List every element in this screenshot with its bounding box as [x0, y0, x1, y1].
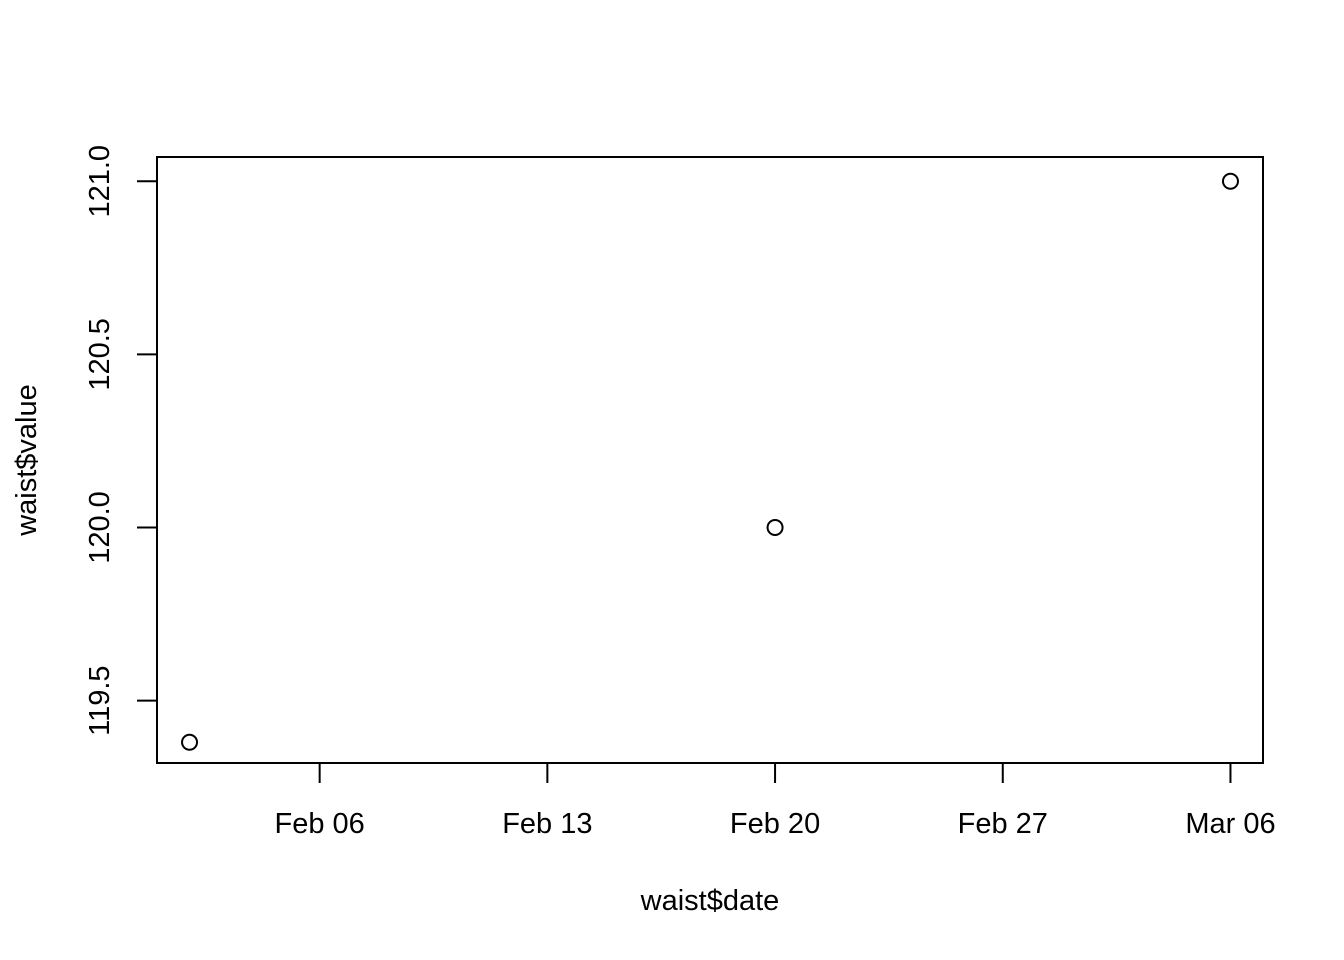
data-points — [181, 172, 1239, 751]
x-axis-label: waist$date — [640, 885, 780, 917]
y-tick-label: 120.0 — [84, 491, 116, 564]
x-tick-label: Feb 13 — [502, 808, 592, 840]
y-axis-label: waist$value — [11, 384, 43, 537]
y-tick-label: 121.0 — [84, 145, 116, 218]
y-tick-label: 119.5 — [84, 665, 116, 735]
y-axis: 119.5 120.0 120.5 121.0 — [84, 145, 157, 736]
data-point — [766, 519, 784, 537]
data-point — [1221, 172, 1239, 190]
x-tick-label: Feb 06 — [274, 808, 364, 840]
y-tick-label: 120.5 — [84, 318, 116, 391]
plot-frame — [156, 156, 1264, 764]
x-tick-label: Feb 20 — [730, 808, 820, 840]
x-tick-label: Feb 27 — [958, 808, 1048, 840]
x-tick-label: Mar 06 — [1185, 808, 1275, 840]
data-point — [181, 733, 199, 751]
x-axis: Feb 06 Feb 13 Feb 20 Feb 27 Mar 06 — [274, 763, 1276, 840]
